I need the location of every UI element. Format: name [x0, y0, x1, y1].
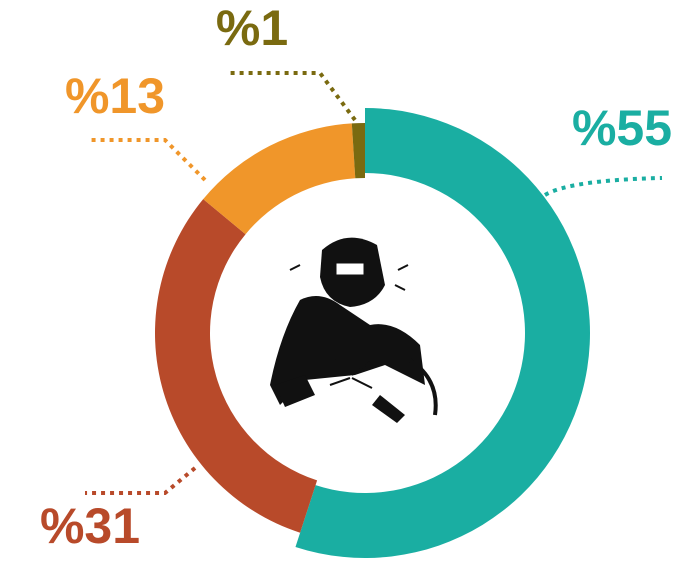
value-label: %1 — [216, 0, 288, 56]
donut-segment — [203, 123, 355, 234]
welder-icon — [270, 238, 436, 423]
leader-line — [228, 73, 355, 120]
value-label: %31 — [40, 498, 140, 554]
leader-line — [85, 468, 195, 493]
value-label: %55 — [572, 100, 672, 156]
leader-line — [545, 178, 662, 195]
chart: %55 %31 %13 %1 — [0, 0, 699, 570]
value-label: %13 — [65, 68, 165, 124]
leader-line — [90, 140, 205, 180]
